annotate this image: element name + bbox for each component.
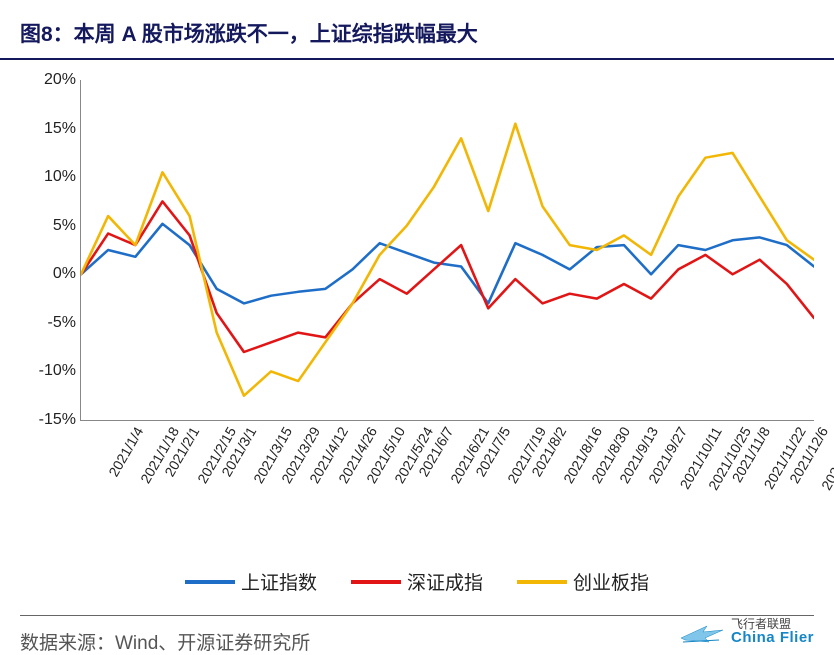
chart: -15%-10%-5%0%5%10%15%20% 2021/1/42021/1/… — [20, 80, 814, 480]
plane-icon — [679, 616, 725, 646]
y-tick: -10% — [39, 362, 76, 380]
legend-label: 创业板指 — [573, 568, 649, 595]
legend-item: 上证指数 — [185, 568, 317, 595]
watermark: 飞行者联盟 China Flier — [679, 616, 814, 646]
watermark-text: 飞行者联盟 China Flier — [731, 618, 814, 645]
watermark-en: China Flier — [731, 630, 814, 645]
legend-item: 创业板指 — [517, 568, 649, 595]
legend-swatch — [351, 580, 401, 584]
lines-svg — [81, 80, 814, 420]
series-line — [81, 124, 814, 396]
y-tick: -5% — [48, 314, 76, 332]
plot-area — [80, 80, 814, 421]
legend-swatch — [517, 580, 567, 584]
y-tick: -15% — [39, 411, 76, 429]
y-tick: 15% — [44, 120, 76, 138]
y-tick: 10% — [44, 168, 76, 186]
y-tick: 5% — [53, 217, 76, 235]
legend: 上证指数 深证成指 创业板指 — [0, 568, 834, 595]
y-tick: 0% — [53, 265, 76, 283]
legend-label: 深证成指 — [407, 568, 483, 595]
y-axis: -15%-10%-5%0%5%10%15%20% — [20, 80, 80, 420]
legend-label: 上证指数 — [241, 568, 317, 595]
legend-item: 深证成指 — [351, 568, 483, 595]
figure-title: 图8：本周 A 股市场涨跌不一，上证综指跌幅最大 — [0, 0, 834, 60]
legend-swatch — [185, 580, 235, 584]
y-tick: 20% — [44, 71, 76, 89]
x-axis: 2021/1/42021/1/182021/2/12021/2/152021/3… — [80, 424, 814, 484]
watermark-cn: 飞行者联盟 — [731, 618, 791, 630]
